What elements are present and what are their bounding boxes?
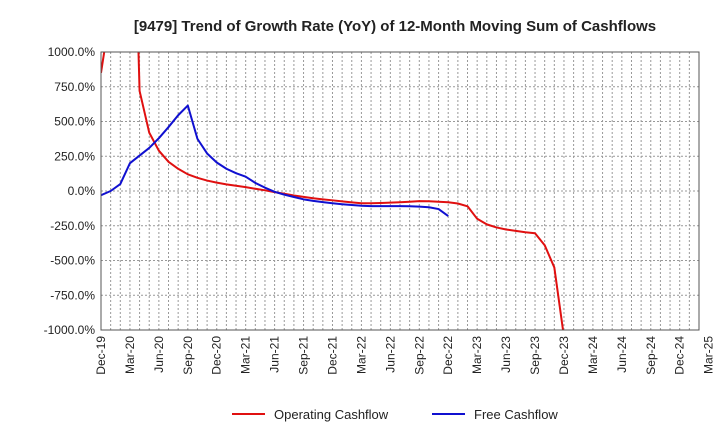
x-tick-label: Mar-22 [354, 336, 368, 374]
series-line-free-cashflow [101, 104, 449, 217]
x-tick-label: Mar-24 [586, 336, 600, 374]
y-tick-label: 500.0% [54, 115, 95, 129]
legend-label-free-cashflow: Free Cashflow [474, 407, 558, 422]
x-tick-label: Mar-21 [239, 336, 253, 374]
y-tick-label: -1000.0% [44, 323, 96, 337]
chart-title: [9479] Trend of Growth Rate (YoY) of 12-… [134, 18, 656, 35]
x-tick-label: Jun-24 [615, 336, 629, 373]
x-tick-label: Jun-22 [383, 336, 397, 373]
x-tick-label: Sep-20 [181, 336, 195, 375]
series-layer [101, 52, 565, 330]
legend-label-operating-cashflow: Operating Cashflow [274, 407, 389, 422]
x-tick-label: Dec-24 [673, 336, 687, 375]
y-tick-label: 0.0% [68, 184, 96, 198]
x-tick-label: Sep-21 [297, 336, 311, 375]
x-tick-label: Sep-23 [528, 336, 542, 375]
x-tick-label: Mar-23 [470, 336, 484, 374]
y-tick-label: -250.0% [50, 219, 95, 233]
y-tick-label: 1000.0% [48, 45, 96, 59]
x-tick-label: Mar-20 [123, 336, 137, 374]
y-tick-label: 750.0% [54, 80, 95, 94]
x-axis: Dec-19 Mar-20 Jun-20 Sep-20 Dec-20 Mar-21 Jun-… [94, 336, 716, 375]
x-tick-label: Dec-21 [325, 336, 339, 375]
x-tick-label: Jun-21 [268, 336, 282, 373]
x-tick-label: Sep-22 [412, 336, 426, 375]
y-tick-label: -750.0% [50, 288, 95, 302]
x-tick-label: Jun-20 [152, 336, 166, 373]
y-axis: 1000.0% 750.0% 500.0% 250.0% 0.0% -250.0% -500… [44, 45, 96, 337]
x-tick-label: Dec-19 [94, 336, 108, 375]
plot-frame [100, 51, 700, 331]
y-tick-label: -500.0% [50, 254, 95, 268]
x-tick-label: Dec-20 [210, 336, 224, 375]
series-line-operating-cashflow [101, 52, 565, 330]
x-tick-label: Jun-23 [499, 336, 513, 373]
x-tick-label: Dec-22 [441, 336, 455, 375]
x-tick-label: Sep-24 [644, 336, 658, 375]
y-tick-label: 250.0% [54, 149, 95, 163]
legend: Operating Cashflow Free Cashflow [232, 407, 558, 422]
grid-layer [101, 51, 699, 331]
x-tick-label: Mar-25 [702, 336, 716, 374]
x-tick-label: Dec-23 [557, 336, 571, 375]
